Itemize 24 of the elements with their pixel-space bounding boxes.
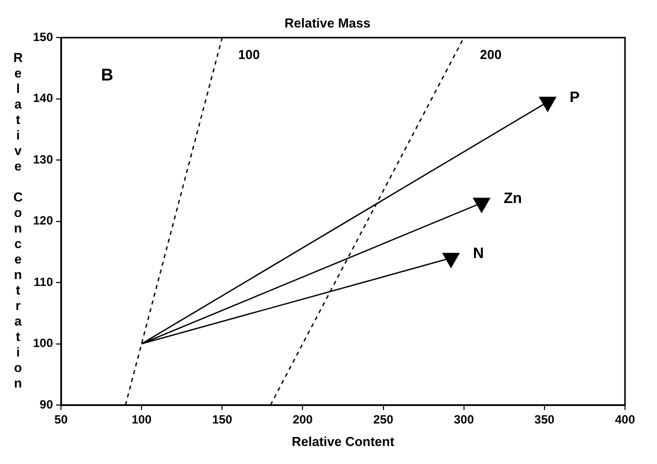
- y-tick-label: 130: [32, 152, 54, 166]
- x-tick-label: 150: [212, 412, 232, 427]
- chart-title: Relative Mass: [284, 15, 370, 30]
- annotation: B: [101, 65, 114, 84]
- series-label: 100: [238, 47, 260, 62]
- x-tick-label: 100: [132, 412, 152, 427]
- series-label: P: [570, 89, 580, 106]
- x-tick-label: 400: [614, 412, 636, 427]
- y-tick-label: 140: [32, 91, 54, 106]
- x-axis-title: Relative Content: [292, 434, 395, 449]
- y-tick-label: 110: [34, 274, 54, 289]
- x-tick-label: 350: [534, 412, 555, 427]
- y-tick-label: 150: [32, 30, 54, 44]
- text: Relative Concentration: [13, 50, 23, 391]
- x-tick-label: 200: [292, 412, 314, 427]
- series-label: Zn: [504, 190, 522, 208]
- series-label: 200: [480, 47, 502, 62]
- y-tick-label: 120: [32, 214, 54, 228]
- y-tick-label: 100: [32, 336, 54, 350]
- x-tick-label: 300: [454, 412, 474, 427]
- x-tick-label: 250: [373, 412, 394, 427]
- series-label: N: [472, 245, 484, 262]
- y-tick-label: 90: [40, 397, 54, 412]
- x-tick-label: 50: [54, 412, 68, 427]
